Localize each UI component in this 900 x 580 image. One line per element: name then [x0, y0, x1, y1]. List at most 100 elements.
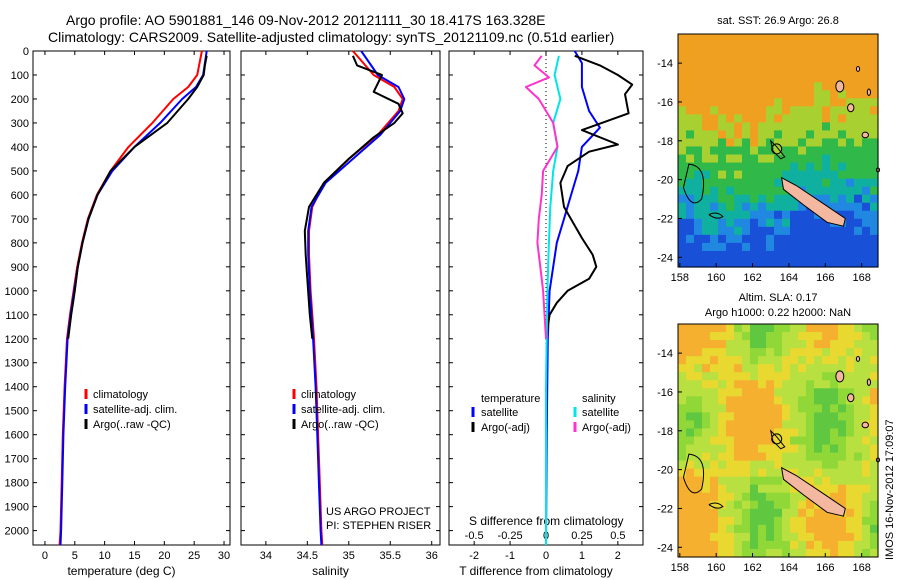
map-cell [718, 468, 727, 478]
map-cell [742, 42, 751, 51]
map-cell [686, 332, 695, 341]
map-cell [766, 532, 775, 542]
map-cell [766, 452, 775, 462]
map-cell [790, 444, 799, 454]
y-tick-label: -18 [657, 426, 673, 438]
map-cell [790, 178, 799, 188]
map-cell [790, 500, 799, 510]
map-cell [806, 234, 815, 244]
map-cell [846, 412, 855, 422]
map-cell [750, 340, 759, 349]
map-cell [726, 146, 735, 156]
map-cell [726, 178, 735, 188]
map-cell [750, 138, 759, 148]
map-cell [854, 372, 863, 381]
map-cell [718, 154, 727, 164]
map-cell [790, 42, 799, 51]
legend-header: salinity [582, 393, 616, 405]
map-cell [750, 50, 759, 59]
map-cell [718, 388, 727, 397]
map-cell [830, 444, 839, 454]
map-cell [702, 420, 711, 430]
map-cell [830, 90, 839, 99]
map-cell [790, 218, 799, 228]
map-cell [798, 34, 807, 43]
map-cell [782, 444, 791, 454]
map-cell [718, 210, 727, 220]
map-cell [694, 324, 703, 333]
map-cell [854, 194, 863, 204]
y-tick-label: 900 [11, 262, 29, 274]
map-cell [758, 34, 767, 43]
map-cell [782, 258, 791, 268]
map-cell [734, 98, 743, 107]
map-cell [766, 186, 775, 196]
x-tick-label: 30 [218, 550, 230, 562]
map-cell [846, 122, 855, 132]
map-cell [806, 436, 815, 446]
map-cell [702, 380, 711, 389]
legend-label: Argo(-adj) [481, 422, 530, 434]
map-cell [718, 66, 727, 75]
x-tick-label: 0 [543, 550, 549, 562]
map-cell [774, 492, 783, 502]
x-tick-label: 10 [99, 550, 111, 562]
map-cell [742, 194, 751, 204]
map-cell [830, 532, 839, 542]
map-cell [734, 50, 743, 59]
map-cell [822, 388, 831, 397]
map-cell [710, 82, 719, 91]
map-cell [686, 516, 695, 526]
map-cell [718, 106, 727, 115]
map-cell [774, 122, 783, 132]
map-cell [838, 404, 847, 413]
map-cell [702, 468, 711, 478]
map-cell [734, 364, 743, 373]
map-cell [806, 324, 815, 333]
map-cell [758, 178, 767, 188]
map-cell [830, 332, 839, 341]
x-tick-label: 164 [780, 272, 798, 284]
map-cell [710, 348, 719, 357]
map-cell [782, 356, 791, 365]
map-cell [710, 380, 719, 389]
map-cell [798, 82, 807, 91]
map-cell [854, 340, 863, 349]
map-cell [710, 364, 719, 373]
map-cell [830, 540, 839, 550]
x-tick-label: 35.5 [380, 550, 401, 562]
map-cell [798, 138, 807, 148]
legend-label: climatology [301, 389, 357, 401]
map-cell [806, 162, 815, 172]
map-cell [790, 74, 799, 83]
x-tick-label: 0 [42, 550, 48, 562]
map-cell [678, 178, 687, 188]
map-cell [718, 412, 727, 422]
map-cell [734, 242, 743, 252]
map-cell [742, 340, 751, 349]
map-cell [822, 130, 831, 140]
map-cell [854, 324, 863, 333]
map-cell [734, 210, 743, 220]
map-cell [686, 58, 695, 67]
map-cell [686, 90, 695, 99]
map-cell [710, 186, 719, 196]
map-cell [846, 186, 855, 196]
map-cell [718, 492, 727, 502]
map-cell [782, 532, 791, 542]
map-cell [798, 396, 807, 405]
map-cell [870, 332, 879, 341]
map-cell [718, 226, 727, 236]
map-cell [750, 540, 759, 550]
map-cell [782, 492, 791, 502]
map-cell [766, 364, 775, 373]
map-cell [774, 202, 783, 212]
map-cell [838, 364, 847, 373]
map-cell [854, 106, 863, 115]
map-cell [862, 114, 871, 123]
map-cell [806, 540, 815, 550]
map-cell [678, 372, 687, 381]
map-cell [742, 524, 751, 534]
map-cell [870, 202, 879, 212]
map-cell [846, 500, 855, 510]
